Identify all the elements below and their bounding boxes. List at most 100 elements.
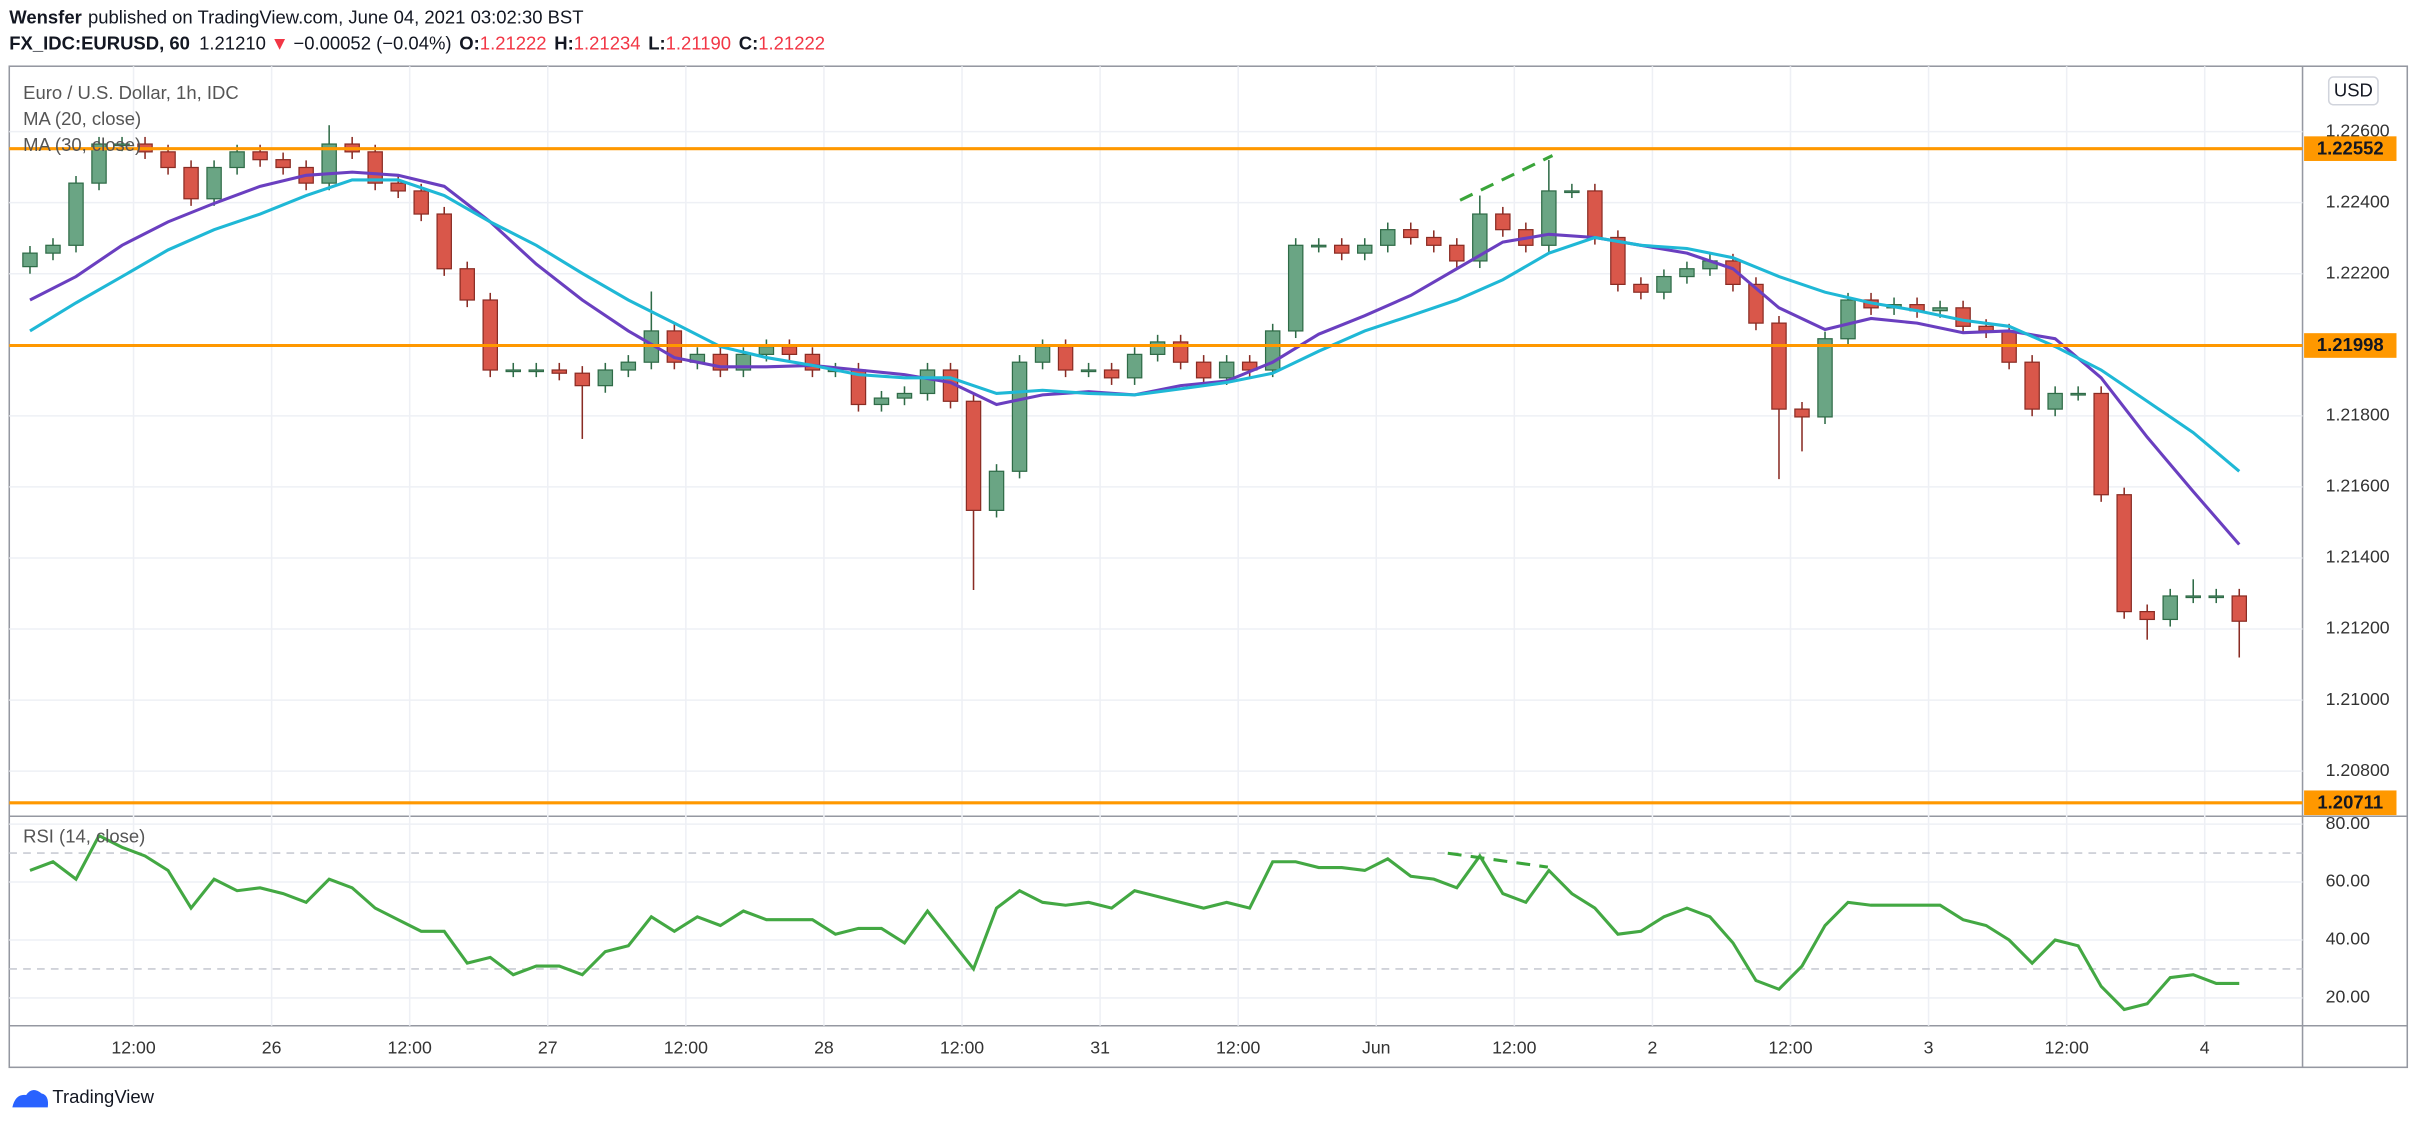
candle-body — [1449, 244, 1465, 262]
candle-body — [206, 166, 222, 200]
candle-body — [965, 400, 982, 511]
candle-body — [758, 345, 775, 355]
candle-body — [160, 151, 176, 169]
x-tick-label: Jun — [1362, 1038, 1391, 1058]
candle-body — [2024, 361, 2040, 410]
symbol-line: FX_IDC:EURUSD, 60 1.21210 ▼ −0.00052 (−0.04… — [9, 33, 825, 54]
candle-body — [275, 159, 291, 169]
rsi-title: RSI (14, close) — [23, 826, 145, 847]
candle-body — [1034, 345, 1051, 363]
candle-body — [1310, 244, 1327, 248]
change: −0.00052 (−0.04%) — [293, 33, 451, 54]
brand-logo — [12, 1090, 49, 1108]
y-tick-label: 1.22400 — [2326, 191, 2390, 211]
y-tick-label: 1.21800 — [2326, 405, 2390, 425]
candle-body — [1287, 244, 1304, 332]
x-tick-label: 12:00 — [940, 1038, 984, 1058]
candle-body — [1218, 361, 1235, 379]
candle-body — [2231, 595, 2248, 622]
y-tick-label: 60.00 — [2326, 871, 2370, 891]
moving-average-line — [29, 178, 2241, 473]
chart-frame — [8, 65, 2409, 1069]
candle-body — [574, 372, 591, 387]
candle-body — [528, 369, 545, 373]
candle-body — [68, 182, 84, 246]
candle-body — [781, 345, 798, 355]
ohlc-value: 1.21190 — [666, 33, 731, 54]
x-tick-label: 12:00 — [1492, 1038, 1536, 1058]
x-tick-label: 27 — [538, 1038, 558, 1058]
candle-body — [597, 369, 614, 387]
x-tick-label: 12:00 — [388, 1038, 432, 1058]
candle-body — [1195, 361, 1212, 379]
candle-body — [551, 369, 568, 374]
ohlc-value: 1.21222 — [480, 33, 547, 54]
candle-body — [1610, 236, 1626, 285]
ohlc-value: 1.21234 — [574, 33, 641, 54]
candle-body — [2116, 494, 2132, 613]
candle-body — [2208, 595, 2224, 599]
candle-body — [919, 369, 936, 395]
candle-body — [183, 166, 199, 200]
rsi-line — [29, 833, 2240, 1012]
candle-body — [1656, 275, 1672, 293]
y-tick-label: 1.21000 — [2326, 689, 2390, 709]
y-tick-label: 1.22600 — [2326, 120, 2390, 140]
brand: TradingView — [52, 1086, 154, 1107]
candle-body — [1380, 229, 1396, 246]
legend-entry: MA (20, close) — [23, 108, 141, 129]
published: published on TradingView.com, June 04, 2… — [88, 6, 584, 27]
candle-body — [505, 369, 522, 373]
candle-body — [1679, 268, 1695, 278]
level-label: 1.20711 — [2317, 791, 2383, 812]
candle-body — [2185, 595, 2201, 599]
candle-body — [1080, 369, 1097, 373]
candle-body — [1333, 244, 1350, 254]
candle-body — [1541, 190, 1557, 246]
candle-body — [1817, 338, 1833, 418]
candle-body — [1057, 345, 1074, 371]
x-tick-label: 12:00 — [1216, 1038, 1260, 1058]
x-tick-label: 12:00 — [1768, 1038, 1812, 1058]
candle-body — [1794, 408, 1810, 418]
candle-body — [1126, 353, 1143, 379]
currency: USD — [2334, 80, 2373, 101]
y-tick-label: 1.21400 — [2326, 547, 2390, 567]
candle-body — [1103, 369, 1120, 379]
candle-body — [1403, 229, 1419, 239]
x-tick-label: 12:00 — [111, 1038, 155, 1058]
candle-body — [436, 213, 452, 270]
currency-box — [2327, 76, 2379, 106]
candle-body — [45, 244, 61, 254]
chart-title: Euro / U.S. Dollar, 1h, IDC — [23, 82, 239, 103]
y-tick-label: 20.00 — [2326, 987, 2370, 1007]
ohlc-label: C: — [739, 33, 759, 54]
level-label-box — [2304, 136, 2397, 161]
candle-body — [1472, 213, 1488, 262]
logo-icon — [12, 1090, 49, 1108]
x-tick-label: 2 — [1647, 1038, 1657, 1058]
legend-entry: MA (30, close) — [23, 134, 141, 155]
candle-body — [459, 268, 475, 301]
candle-body — [413, 190, 429, 215]
candle-body — [229, 151, 245, 169]
candle-body — [1011, 361, 1028, 472]
candle-body — [1149, 341, 1166, 355]
candle-body — [1932, 307, 1948, 312]
ohlc-label: H: — [554, 33, 573, 54]
candle-body — [252, 151, 268, 161]
y-tick-label: 1.21200 — [2326, 618, 2390, 638]
y-tick-label: 1.20800 — [2326, 760, 2390, 780]
candle-body — [620, 361, 637, 371]
ohlc-label: L: — [648, 33, 665, 54]
level-label-box — [2304, 790, 2397, 816]
candle-body — [1564, 190, 1580, 194]
author: Wensfer — [9, 6, 82, 27]
candle-body — [2093, 392, 2109, 496]
ohlc-label: O: — [459, 33, 480, 54]
candle-body — [390, 182, 406, 192]
x-tick-label: 12:00 — [2044, 1038, 2088, 1058]
candle-body — [91, 143, 107, 184]
candle-body — [2070, 392, 2086, 396]
